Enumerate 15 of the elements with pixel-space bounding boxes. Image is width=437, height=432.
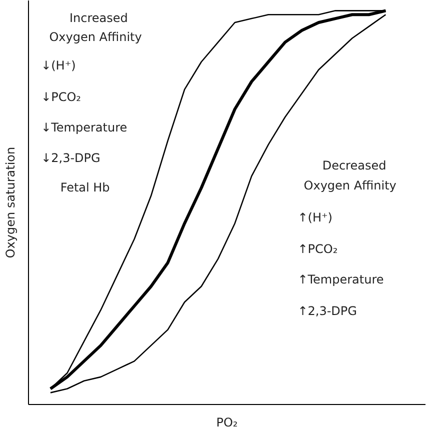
annotation: ↑PCO₂ [298,242,338,256]
annotation: ↓Temperature [41,120,128,135]
annotation: ↑Temperature [298,272,384,286]
annotation: ↓(H⁺) [41,58,76,73]
annotation: Decreased [322,158,386,172]
annotation: Fetal Hb [60,180,110,195]
annotation: Oxygen Affinity [49,30,142,44]
annotation: Increased [69,10,128,25]
y-axis-title: Oxygen saturation [4,146,18,258]
annotation: ↓PCO₂ [41,90,82,104]
annotation: ↓2,3-DPG [41,151,100,166]
annotation: ↑2,3-DPG [298,304,357,318]
annotation: Oxygen Affinity [304,178,396,193]
annotation: ↑(H⁺) [298,210,332,224]
x-axis-title: PO₂ [216,416,238,430]
